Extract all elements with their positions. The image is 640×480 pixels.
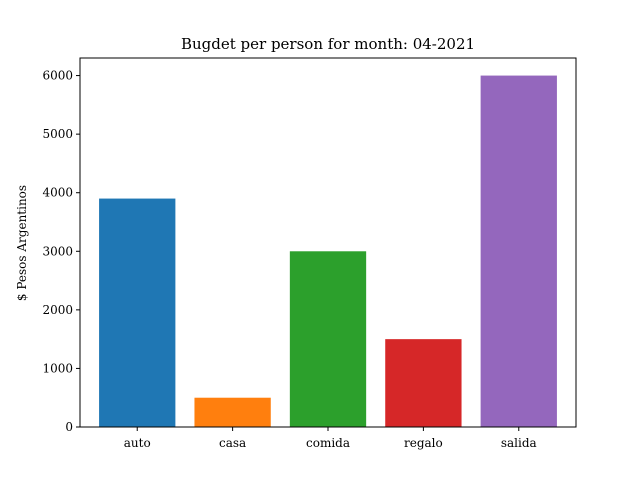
x-axis: auto casa comida regalo salida: [124, 427, 537, 450]
y-axis-label: $ Pesos Argentinos: [15, 185, 29, 301]
y-tick-label-5000: 5000: [42, 127, 73, 141]
bar-comida: [289, 251, 367, 427]
y-tick-label-0: 0: [65, 420, 73, 434]
x-tick-label-salida: salida: [501, 436, 537, 450]
y-tick-label-3000: 3000: [42, 244, 73, 258]
x-tick-label-comida: comida: [306, 436, 350, 450]
y-tick-label-4000: 4000: [42, 186, 73, 200]
y-tick-label-2000: 2000: [42, 303, 73, 317]
bar-casa: [194, 397, 271, 427]
y-tick-label-6000: 6000: [42, 69, 73, 83]
plot-frame: [79, 57, 577, 428]
x-tick-label-casa: casa: [219, 436, 246, 450]
chart-title: Bugdet per person for month: 04-2021: [181, 35, 475, 53]
bar-auto: [99, 198, 176, 427]
bar-salida: [480, 75, 557, 428]
y-axis: 0 1000 2000 3000 4000 5000 6000: [42, 69, 80, 434]
bars-group: [99, 75, 557, 428]
x-tick-label-auto: auto: [124, 436, 151, 450]
y-tick-label-1000: 1000: [42, 361, 73, 375]
bar-regalo: [385, 339, 462, 427]
x-tick-label-regalo: regalo: [404, 436, 443, 450]
